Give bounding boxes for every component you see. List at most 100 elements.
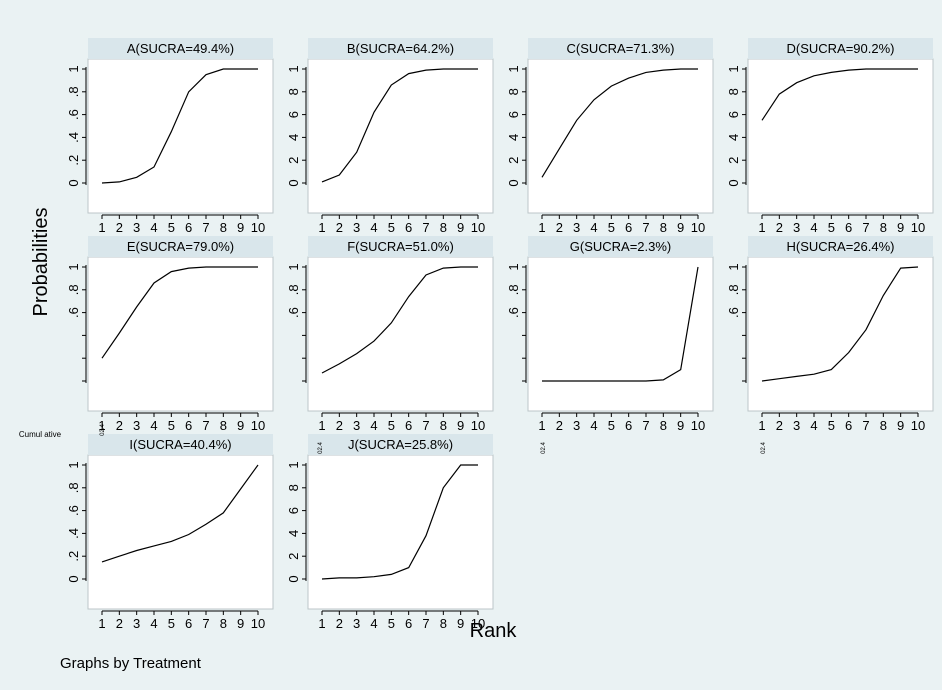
y-tick-label: 6 [286, 111, 301, 118]
panel-title: F(SUCRA=51.0%) [347, 239, 454, 254]
panel-g: G(SUCRA=2.3%).6.811 2 3 4 5 6 7 8 9 10 [506, 236, 714, 433]
x-tick-label: 1 [98, 220, 105, 235]
panel-strip [528, 236, 713, 257]
x-tick-label: 9 [897, 220, 904, 235]
x-tick-label: 10 [911, 220, 925, 235]
panel-strip [528, 38, 713, 59]
x-tick-label: 3 [133, 220, 140, 235]
x-tick-label: 2 [556, 418, 563, 433]
x-tick-label: 4 [810, 418, 817, 433]
x-tick-label: 3 [573, 418, 580, 433]
y-tick-label: .6 [66, 109, 81, 120]
x-tick-label: 3 [353, 418, 360, 433]
x-tick-label: 6 [405, 220, 412, 235]
panel-title: E(SUCRA=79.0%) [127, 239, 234, 254]
x-tick-label: 5 [388, 418, 395, 433]
y-tick-label: 4 [286, 530, 301, 537]
x-tick-label: 9 [237, 220, 244, 235]
x-tick-label: 10 [471, 220, 485, 235]
y-tick-label: .8 [506, 284, 521, 295]
small-fragment: 02.4 [761, 442, 767, 454]
x-tick-label: 2 [556, 220, 563, 235]
x-tick-label: 4 [810, 220, 817, 235]
x-tick-label: 10 [911, 418, 925, 433]
cumulative-rank-curve [761, 266, 919, 382]
x-tick-label: 6 [625, 418, 632, 433]
x-tick-label: 3 [793, 418, 800, 433]
x-tick-label: 3 [793, 220, 800, 235]
y-tick-label: 1 [286, 263, 301, 270]
x-tick-label: 10 [691, 418, 705, 433]
y-tick-label: 4 [286, 134, 301, 141]
x-tick-label: 2 [116, 220, 123, 235]
y-tick-label: .6 [286, 307, 301, 318]
x-tick-label: 7 [862, 220, 869, 235]
x-tick-label: 4 [150, 220, 157, 235]
x-tick-label: 8 [220, 616, 227, 631]
y-tick-label: 0 [726, 179, 741, 186]
x-tick-label: 3 [573, 220, 580, 235]
x-tick-label: 2 [776, 418, 783, 433]
y-tick-label: 0 [66, 179, 81, 186]
panel-frame [307, 58, 494, 214]
x-tick-label: 5 [388, 616, 395, 631]
panel-a: A(SUCRA=49.4%)0.2.4.6.811 2 3 4 5 6 7 8 9 10 [66, 38, 274, 235]
x-tick-label: 2 [336, 220, 343, 235]
y-tick-label: 4 [726, 134, 741, 141]
y-tick-label: 1 [66, 461, 81, 468]
x-tick-label: 1 [758, 220, 765, 235]
x-axis-title: Rank [470, 620, 518, 642]
panel-title: C(SUCRA=71.3%) [566, 41, 674, 56]
x-tick-label: 6 [845, 220, 852, 235]
panel-title: B(SUCRA=64.2%) [347, 41, 454, 56]
y-tick-label: .8 [726, 284, 741, 295]
panel-frame [307, 454, 494, 610]
x-tick-label: 10 [251, 418, 265, 433]
x-tick-label: 8 [880, 220, 887, 235]
x-tick-label: 7 [422, 616, 429, 631]
x-tick-label: 7 [642, 220, 649, 235]
small-fragment: 02.4 [541, 442, 547, 454]
y-tick-label: .6 [506, 307, 521, 318]
x-tick-label: 1 [318, 616, 325, 631]
x-tick-label: 1 [98, 418, 105, 433]
y-tick-label: .2 [66, 155, 81, 166]
y-tick-label: .4 [66, 528, 81, 539]
y-tick-label: 8 [726, 88, 741, 95]
y-tick-label: 1 [66, 65, 81, 72]
x-tick-label: 5 [828, 418, 835, 433]
cumulative-rank-curve [101, 464, 259, 563]
x-tick-label: 7 [202, 220, 209, 235]
panel-frame [747, 256, 934, 412]
y-tick-label: 6 [506, 111, 521, 118]
y-tick-label: 1 [506, 65, 521, 72]
x-tick-label: 7 [422, 418, 429, 433]
y-tick-label: 1 [286, 65, 301, 72]
x-tick-label: 5 [608, 220, 615, 235]
y-tick-label: 0 [286, 179, 301, 186]
x-tick-label: 4 [590, 418, 597, 433]
x-tick-label: 4 [590, 220, 597, 235]
panel-frame [87, 454, 274, 610]
cumulative-rank-curve [321, 266, 478, 374]
x-tick-label: 9 [457, 616, 464, 631]
panel-frame [307, 256, 494, 412]
y-tick-label: 0 [506, 179, 521, 186]
cumulative-rank-curve [101, 68, 258, 184]
cumulative-rank-curve [542, 266, 699, 382]
x-tick-label: 3 [353, 616, 360, 631]
panel-f: F(SUCRA=51.0%).6.811 2 3 4 5 6 7 8 9 10 [286, 236, 494, 433]
y-tick-label: .6 [726, 307, 741, 318]
x-tick-label: 9 [897, 418, 904, 433]
panel-strip [88, 434, 273, 455]
y-tick-label: 0 [66, 575, 81, 582]
x-tick-label: 10 [691, 220, 705, 235]
panel-title: A(SUCRA=49.4%) [127, 41, 234, 56]
panel-frame [87, 256, 274, 412]
y-tick-label: 1 [726, 263, 741, 270]
y-tick-label: 1 [506, 263, 521, 270]
x-tick-label: 5 [828, 220, 835, 235]
panel-strip [308, 434, 493, 455]
